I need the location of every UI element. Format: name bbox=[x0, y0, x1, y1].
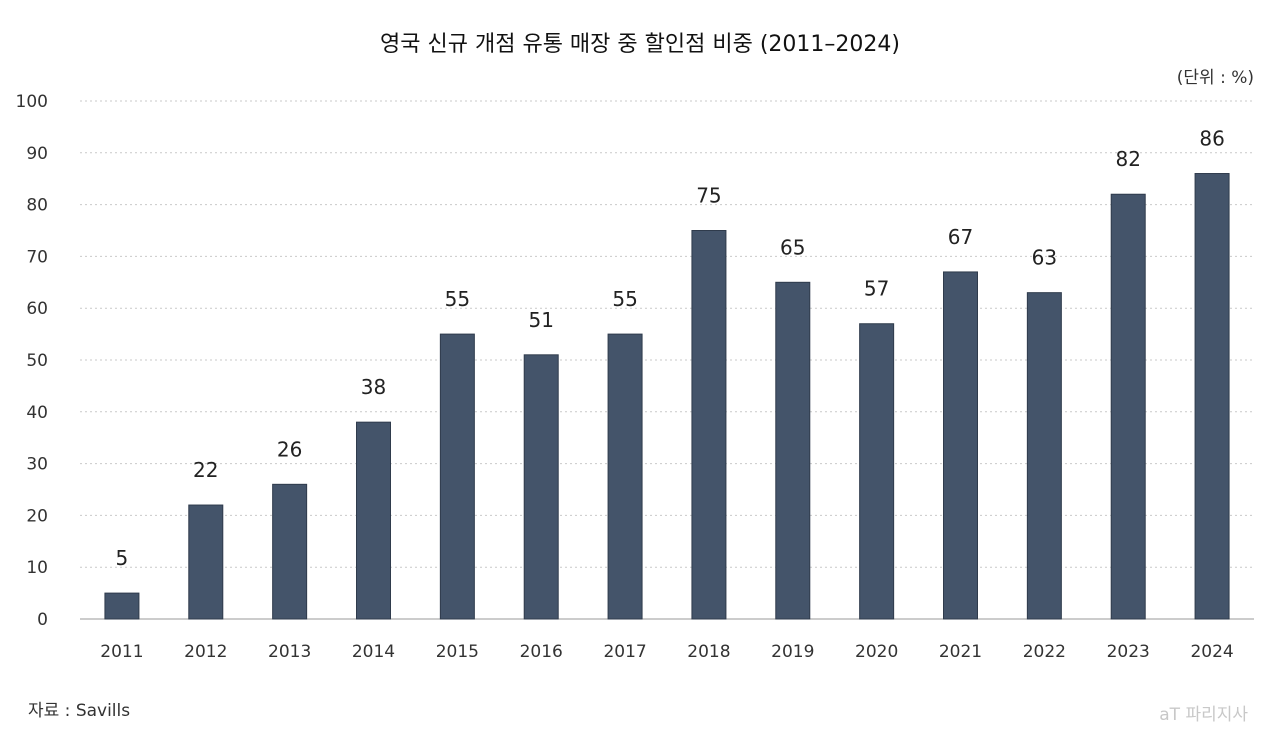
data-label-2018: 75 bbox=[696, 184, 721, 208]
bar-2012 bbox=[188, 504, 224, 620]
x-tick-label: 2014 bbox=[352, 642, 395, 662]
chart-title: 영국 신규 개점 유통 매장 중 할인점 비중 (2011–2024) bbox=[380, 32, 900, 57]
x-tick-label: 2017 bbox=[603, 642, 646, 662]
bar-2021 bbox=[943, 271, 978, 620]
y-tick-label: 0 bbox=[37, 610, 48, 630]
x-tick-label: 2015 bbox=[436, 642, 479, 662]
x-tick-label: 2023 bbox=[1107, 642, 1150, 662]
data-label-2015: 55 bbox=[445, 287, 470, 311]
watermark: aT 파리지사 bbox=[1159, 705, 1248, 725]
x-tick-label: 2012 bbox=[184, 642, 227, 662]
bar-2020 bbox=[859, 323, 895, 620]
data-label-2011: 5 bbox=[116, 546, 129, 570]
x-tick-label: 2013 bbox=[268, 642, 311, 662]
bar-2017 bbox=[607, 333, 643, 620]
bars bbox=[104, 173, 1230, 620]
data-label-2022: 63 bbox=[1032, 246, 1057, 270]
grid-lines bbox=[80, 100, 1254, 620]
data-label-2024: 86 bbox=[1199, 127, 1224, 151]
y-tick-label: 80 bbox=[26, 196, 48, 216]
bar-2016 bbox=[523, 354, 559, 620]
bar-2013 bbox=[272, 483, 308, 620]
bar-2011 bbox=[104, 592, 140, 620]
x-tick-label: 2024 bbox=[1190, 642, 1233, 662]
y-tick-label: 10 bbox=[26, 558, 48, 578]
data-label-2014: 38 bbox=[361, 375, 386, 399]
x-tick-label: 2011 bbox=[100, 642, 143, 662]
bar-2024 bbox=[1194, 173, 1230, 620]
data-label-2021: 67 bbox=[948, 225, 973, 249]
bar-2022 bbox=[1026, 292, 1062, 620]
x-tick-label: 2021 bbox=[939, 642, 982, 662]
y-tick-label: 50 bbox=[26, 351, 48, 371]
data-label-2016: 51 bbox=[528, 308, 553, 332]
data-labels: 5 22 26 38 55 51 55 75 65 57 67 63 82 86 bbox=[116, 127, 1225, 571]
x-tick-label: 2020 bbox=[855, 642, 898, 662]
bar-2015 bbox=[439, 333, 475, 620]
data-label-2019: 65 bbox=[780, 235, 805, 259]
unit-label: (단위 : %) bbox=[1176, 68, 1254, 88]
bar-2023 bbox=[1110, 193, 1146, 620]
y-tick-label: 100 bbox=[16, 92, 48, 112]
data-label-2013: 26 bbox=[277, 437, 302, 461]
y-tick-label: 20 bbox=[26, 506, 48, 526]
y-axis: 0 10 20 30 40 50 60 70 80 90 100 bbox=[16, 92, 48, 630]
data-label-2017: 55 bbox=[612, 287, 637, 311]
x-tick-label: 2018 bbox=[687, 642, 730, 662]
data-label-2020: 57 bbox=[864, 277, 889, 301]
data-label-2023: 82 bbox=[1115, 147, 1140, 171]
bar-2018 bbox=[691, 230, 727, 620]
y-tick-label: 70 bbox=[26, 247, 48, 267]
bar-2014 bbox=[356, 421, 391, 620]
y-tick-label: 30 bbox=[26, 455, 48, 475]
data-label-2012: 22 bbox=[193, 458, 218, 482]
x-tick-label: 2022 bbox=[1023, 642, 1066, 662]
x-tick-label: 2019 bbox=[771, 642, 814, 662]
y-tick-label: 90 bbox=[26, 144, 48, 164]
x-tick-label: 2016 bbox=[520, 642, 563, 662]
source-note: 자료 : Savills bbox=[28, 701, 131, 721]
bar-2019 bbox=[775, 281, 811, 620]
y-tick-label: 40 bbox=[26, 403, 48, 423]
y-tick-label: 60 bbox=[26, 299, 48, 319]
x-axis: 2011 2012 2013 2014 2015 2016 2017 2018 2019 2020… bbox=[100, 642, 1233, 662]
